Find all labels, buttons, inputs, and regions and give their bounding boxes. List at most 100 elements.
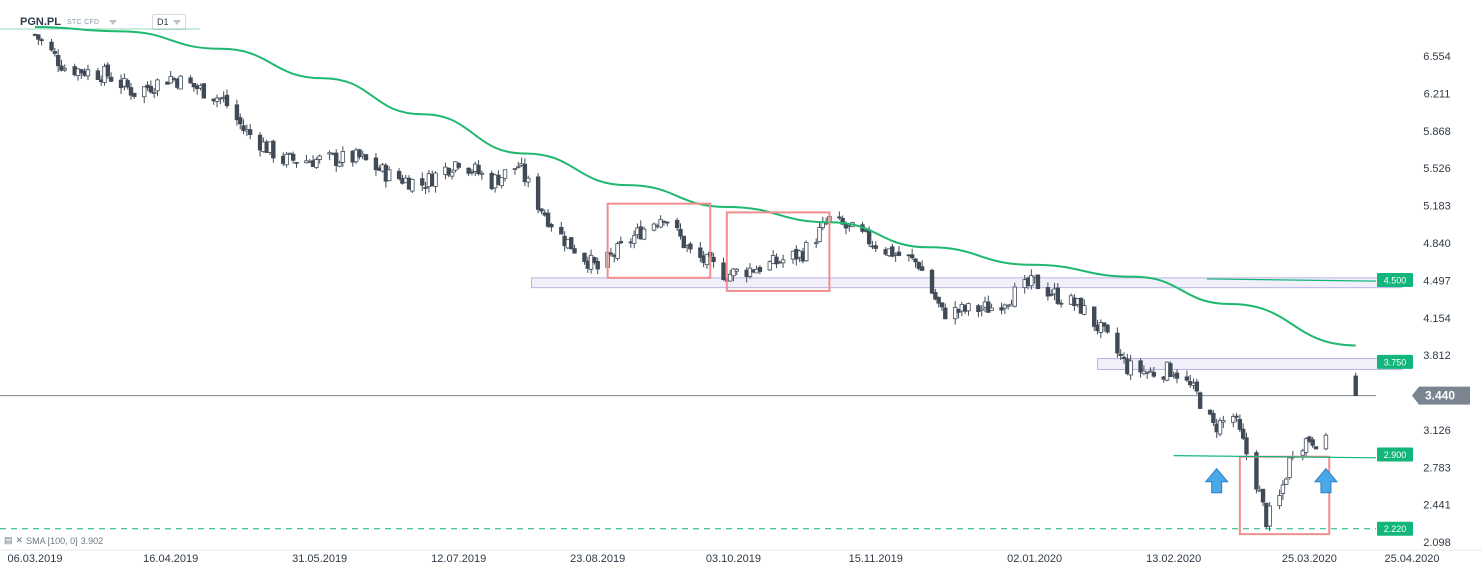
candle-body — [1217, 420, 1223, 435]
candle-body — [224, 94, 230, 107]
x-tick-label: 31.05.2019 — [292, 553, 347, 565]
candle-body — [1029, 275, 1034, 287]
x-tick-label: 15.11.2019 — [849, 553, 903, 565]
level-price-value: 2.220 — [1384, 524, 1407, 534]
x-tick-label: 16.04.2019 — [143, 553, 198, 565]
chevron-down-icon — [173, 20, 181, 25]
candle-body — [95, 70, 101, 80]
y-tick-label: 5.526 — [1423, 163, 1451, 175]
candle-body — [1207, 409, 1213, 415]
candle-body — [1035, 274, 1041, 290]
arrow-shape — [1204, 467, 1229, 494]
candle-body — [420, 178, 425, 186]
candle-body — [363, 154, 369, 161]
candle-body — [386, 169, 392, 182]
candles-group — [32, 33, 1358, 531]
candle-body — [314, 159, 319, 168]
candle-body — [1254, 452, 1259, 490]
candle-body — [1280, 484, 1286, 494]
indicator-legend: ▤ ✕ SMA [100, 0] 3.902 — [4, 535, 103, 546]
level-price-badge — [1377, 273, 1413, 288]
candle-body — [1118, 353, 1123, 357]
level-price-value: 3.750 — [1384, 357, 1407, 367]
candle-body — [466, 167, 471, 174]
candle-body — [651, 223, 657, 231]
candle-body — [658, 219, 663, 228]
level-price-badge — [1377, 354, 1413, 369]
candle-body — [334, 152, 339, 166]
candle-body — [125, 80, 130, 88]
candle-body — [1323, 434, 1329, 450]
candle-body — [108, 76, 114, 82]
candle-body — [1115, 332, 1120, 354]
eye-icon[interactable]: ▤ — [4, 535, 13, 545]
indicator-label: SMA [100, 0] — [26, 535, 78, 546]
highlight-rectangle — [606, 202, 712, 279]
candle-body — [271, 140, 276, 159]
candle-body — [1184, 376, 1190, 381]
x-tick-label: 12.07.2019 — [431, 553, 486, 565]
candle-body — [539, 208, 544, 212]
y-tick-label: 2.783 — [1423, 462, 1451, 474]
y-tick-label: 2.098 — [1423, 537, 1451, 549]
candle-body — [1045, 287, 1051, 297]
candle-body — [201, 83, 207, 99]
support-zone — [1097, 358, 1403, 370]
candle-body — [62, 68, 67, 71]
highlight-rectangle — [1238, 455, 1331, 536]
candle-body — [1174, 372, 1180, 379]
close-icon[interactable]: ✕ — [15, 535, 24, 545]
candle-body — [866, 229, 872, 245]
level-price-value: 2.900 — [1384, 450, 1407, 460]
candle-body — [665, 221, 670, 224]
level-price-label: 4.500 — [1377, 273, 1413, 288]
candle-body — [939, 302, 945, 308]
symbol-dropdown-icon[interactable] — [109, 19, 118, 25]
candle-body — [1211, 412, 1216, 423]
candle-body — [142, 86, 147, 98]
timeframe-select[interactable]: D1 — [152, 14, 186, 30]
y-tick-label: 3.812 — [1423, 350, 1451, 362]
candle-body — [641, 228, 647, 240]
candle-body — [966, 303, 971, 312]
up-arrow-icon — [1204, 467, 1229, 494]
y-tick-label: 4.154 — [1423, 313, 1451, 325]
candle-body — [522, 163, 528, 183]
candle-body — [287, 152, 293, 155]
candle-body — [890, 246, 895, 257]
candle-body — [986, 301, 991, 313]
candle-body — [933, 292, 938, 300]
candle-body — [1197, 392, 1203, 409]
candle-body — [1244, 437, 1249, 455]
candle-body — [804, 241, 809, 262]
candle-body — [105, 64, 111, 77]
candle-body — [423, 186, 428, 189]
sma-line — [34, 25, 1356, 347]
candle-body — [39, 39, 44, 42]
candle-body — [774, 256, 779, 265]
candle-body — [247, 129, 253, 135]
arrow-shape — [1313, 467, 1339, 494]
level-line — [1173, 455, 1377, 459]
level-price-badge — [1377, 521, 1413, 536]
candle-body — [148, 85, 154, 93]
level-price-label: 3.750 — [1377, 354, 1413, 369]
candle-body — [1144, 371, 1150, 374]
candle-body — [59, 65, 64, 71]
highlight-rectangle — [725, 211, 831, 292]
candle-body — [979, 308, 984, 311]
chart-header: PGN.PL STC CFD — [0, 14, 118, 30]
candle-body — [1148, 370, 1153, 373]
candle-body — [618, 241, 624, 244]
candle-body — [549, 224, 554, 228]
candle-body — [592, 257, 597, 263]
candle-body — [698, 247, 703, 258]
candle-body — [499, 177, 504, 187]
candle-body — [572, 248, 577, 254]
candle-body — [631, 235, 637, 244]
candle-body — [913, 258, 918, 263]
x-tick-label: 25.03.2020 — [1282, 553, 1337, 565]
candle-body — [1168, 363, 1173, 377]
candle-body — [132, 92, 137, 97]
